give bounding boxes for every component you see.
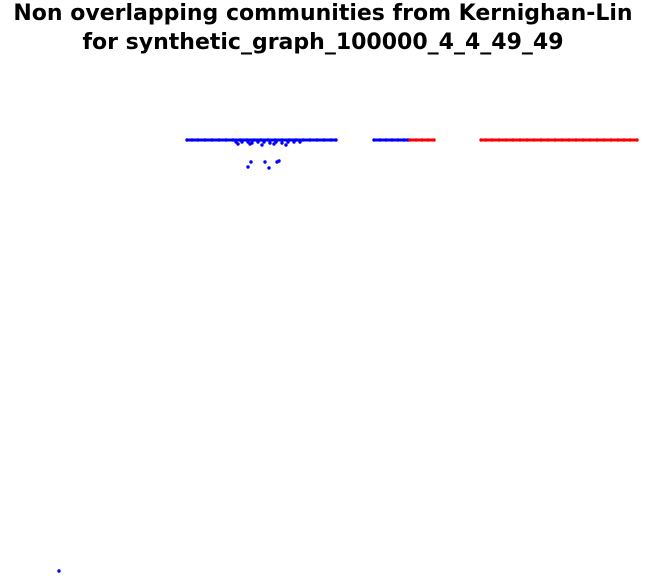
- chart-title-line-2: for synthetic_graph_100000_4_4_49_49: [82, 30, 564, 55]
- series-1-point-3: [426, 138, 430, 142]
- series-0-point-27: [256, 140, 260, 144]
- series-0-point-39: [284, 143, 288, 147]
- series-0-point-53: [57, 569, 61, 573]
- series-0-point-20: [322, 138, 326, 142]
- series-0-point-37: [260, 143, 264, 147]
- series-0-point-51: [402, 138, 406, 142]
- series-0-point-45: [267, 166, 271, 170]
- community-points: [57, 138, 639, 573]
- series-0-point-10: [252, 138, 256, 142]
- series-1-point-10: [511, 138, 515, 142]
- series-0-point-41: [263, 160, 267, 164]
- series-0-point-1: [190, 138, 194, 142]
- series-0-point-19: [315, 138, 319, 142]
- series-1-point-6: [484, 138, 488, 142]
- series-1-point-25: [616, 138, 620, 142]
- series-1-point-7: [490, 138, 494, 142]
- series-1-point-27: [628, 138, 632, 142]
- series-0-point-28: [262, 140, 266, 144]
- series-1-point-12: [525, 138, 529, 142]
- series-0-point-48: [384, 138, 388, 142]
- series-0-point-40: [249, 160, 253, 164]
- series-1-point-24: [609, 138, 613, 142]
- series-0-point-35: [236, 142, 240, 146]
- series-0-point-18: [308, 138, 312, 142]
- series-0-point-6: [224, 138, 228, 142]
- series-1-point-17: [560, 138, 564, 142]
- series-0-point-17: [301, 138, 305, 142]
- series-1-point-28: [635, 138, 639, 142]
- series-1-point-1: [414, 138, 418, 142]
- series-1-point-8: [497, 138, 501, 142]
- series-0-point-43: [277, 159, 281, 163]
- series-0-point-5: [217, 138, 221, 142]
- series-1-point-0: [408, 138, 412, 142]
- series-0-point-32: [286, 140, 290, 144]
- series-1-point-2: [420, 138, 424, 142]
- series-1-point-16: [553, 138, 557, 142]
- series-0-point-0: [185, 138, 189, 142]
- series-0-point-4: [210, 138, 214, 142]
- series-1-point-14: [539, 138, 543, 142]
- series-1-point-22: [595, 138, 599, 142]
- series-1-point-15: [546, 138, 550, 142]
- series-0-point-33: [292, 140, 296, 144]
- series-0-point-47: [378, 138, 382, 142]
- series-0-point-50: [396, 138, 400, 142]
- series-1-point-18: [567, 138, 571, 142]
- series-0-point-36: [248, 142, 252, 146]
- series-0-point-11: [259, 138, 263, 142]
- series-0-point-7: [231, 138, 235, 142]
- series-0-point-34: [298, 140, 302, 144]
- series-0-point-3: [203, 138, 207, 142]
- series-0-point-31: [280, 141, 284, 145]
- series-0-point-38: [272, 142, 276, 146]
- chart-title-line-1: Non overlapping communities from Kernigh…: [13, 1, 633, 26]
- series-1-point-26: [622, 138, 626, 142]
- series-1-point-11: [518, 138, 522, 142]
- series-1-point-20: [581, 138, 585, 142]
- series-0-point-46: [372, 138, 376, 142]
- series-0-point-14: [280, 138, 284, 142]
- series-0-point-24: [240, 140, 244, 144]
- series-1-point-19: [574, 138, 578, 142]
- series-0-point-2: [196, 138, 200, 142]
- series-0-point-44: [246, 165, 250, 169]
- series-1-point-5: [479, 138, 483, 142]
- series-0-point-49: [390, 138, 394, 142]
- series-1-point-21: [588, 138, 592, 142]
- series-1-point-13: [532, 138, 536, 142]
- series-0-point-22: [334, 138, 338, 142]
- series-0-point-12: [266, 138, 270, 142]
- series-0-point-29: [268, 141, 272, 145]
- series-1-point-4: [432, 138, 436, 142]
- series-1-point-9: [504, 138, 508, 142]
- series-1-point-23: [602, 138, 606, 142]
- series-0-point-21: [329, 138, 333, 142]
